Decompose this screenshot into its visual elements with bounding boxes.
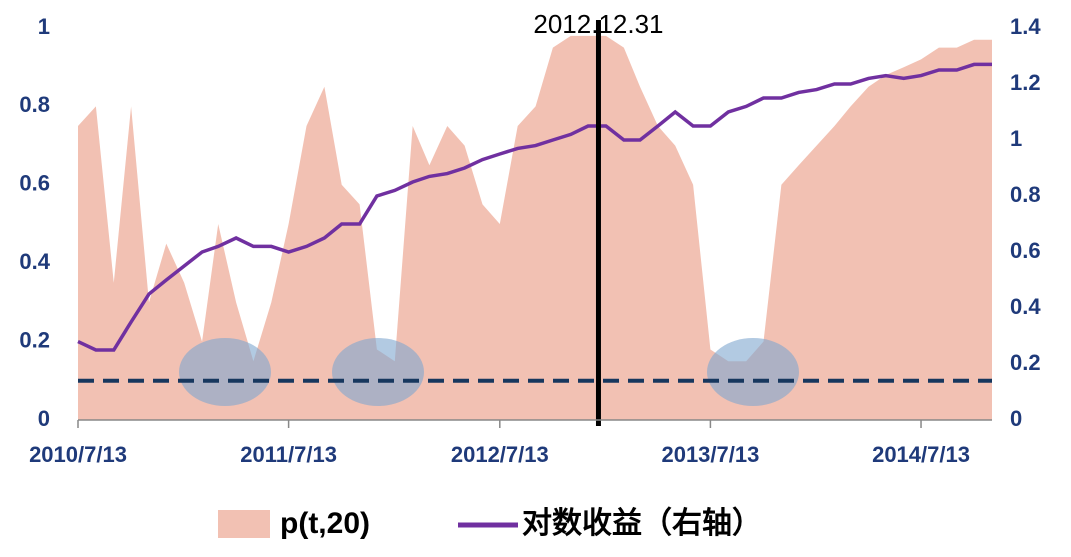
- y-tick-label: 0: [38, 406, 50, 431]
- x-tick-label: 2010/7/13: [29, 442, 127, 467]
- y-tick-label: 0.2: [19, 327, 50, 352]
- y2-tick-label: 1.4: [1010, 14, 1041, 39]
- highlight: [707, 338, 799, 406]
- y2-tick-label: 0: [1010, 406, 1022, 431]
- y2-tick-label: 1: [1010, 126, 1022, 151]
- overlay: 2012.12.31 0 0.2 0.4 0.6 0.8 1 0 0.2 0.4 0.6 0.8 1 1.…: [19, 9, 1041, 467]
- line: [77, 62, 992, 352]
- x-tick-label: 2011/7/13: [240, 442, 337, 467]
- y2-tick-label: 0.8: [1010, 182, 1041, 207]
- annotation-text: 2012.12.31: [533, 9, 663, 39]
- y-tick-label: 0.6: [19, 171, 50, 196]
- plot: [78, 35, 992, 421]
- y2-tick-label: 0.6: [1010, 238, 1041, 263]
- highlight: [332, 338, 424, 406]
- legend-label: p(t,20): [280, 507, 370, 540]
- y-tick-label: 0.4: [19, 249, 50, 274]
- legend-swatch: [218, 510, 270, 538]
- y2-tick-label: 0.2: [1010, 350, 1041, 375]
- y-tick-label: 1: [38, 14, 50, 39]
- area: [78, 35, 992, 421]
- highlight: [179, 338, 271, 406]
- y2-tick-label: 1.2: [1010, 70, 1041, 95]
- x-tick-label: 2013/7/13: [661, 442, 759, 467]
- x-tick-label: 2012/7/13: [451, 442, 549, 467]
- legend-label: 对数收益（右轴）: [522, 506, 762, 540]
- x-tick-label: 2014/7/13: [872, 442, 970, 467]
- y-tick-label: 0.8: [19, 92, 50, 117]
- y2-tick-label: 0.4: [1010, 294, 1041, 319]
